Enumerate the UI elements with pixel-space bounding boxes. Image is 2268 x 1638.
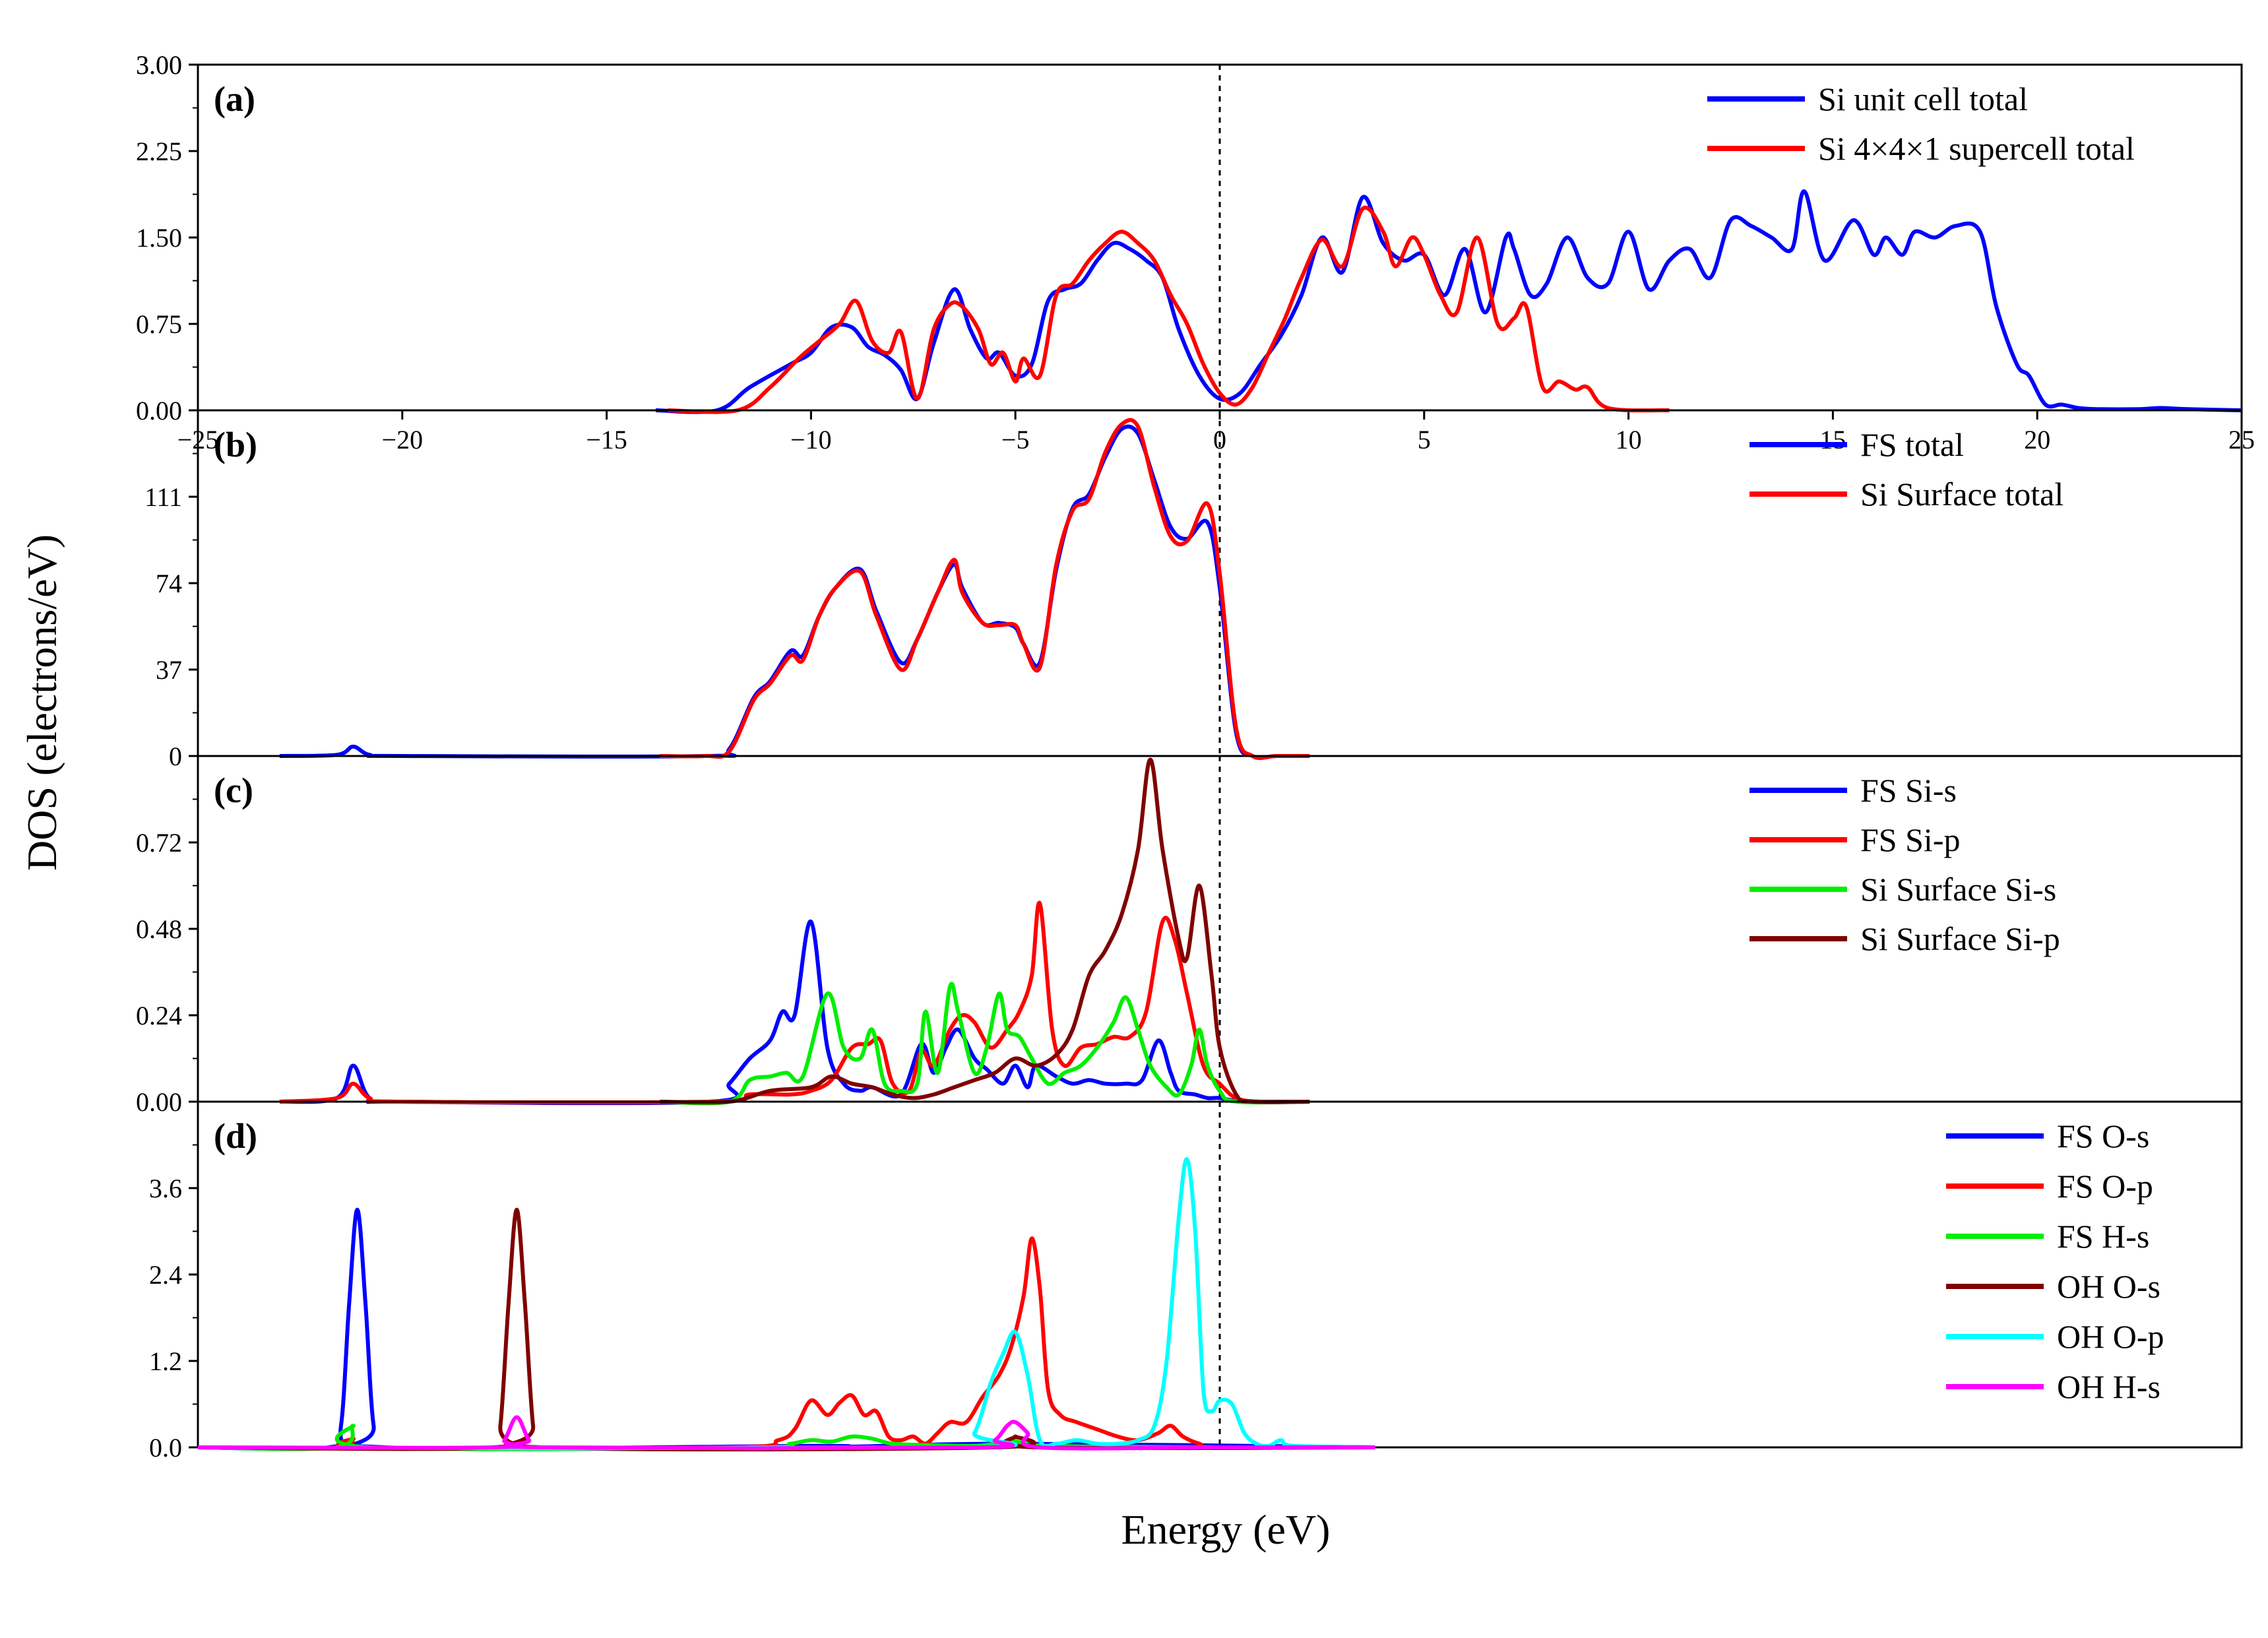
- series-line-si-surface-total: [660, 418, 1310, 761]
- panel-d: 0.0 1.2 2.4 3.6 (d) FS O-s FS O-p FS H-s OH O-s O…: [149, 1100, 2243, 1463]
- legend-label: OH H-s: [2057, 1368, 2160, 1405]
- panel-label: (d): [214, 1116, 257, 1156]
- x-tick-label: −10: [790, 425, 832, 455]
- y-tick-label: 2.4: [149, 1260, 182, 1290]
- x-tick-label: 20: [2024, 425, 2050, 455]
- x-axis-title: Energy (eV): [1121, 1506, 1331, 1553]
- legend-label: Si Surface Si-s: [1860, 871, 2056, 908]
- legend-label: Si unit cell total: [1818, 80, 2028, 117]
- series-line-si-surface-si-p: [660, 757, 1310, 1105]
- panel-b: 0 37 74 111 (b) FS total Si Surface total: [144, 409, 2243, 771]
- y-tick-label: 0.0: [149, 1433, 182, 1463]
- y-tick-label: 3.6: [149, 1174, 182, 1203]
- y-tick-label: 37: [156, 655, 182, 685]
- panel-c: 0.00 0.24 0.48 0.72 (c) FS Si-s FS Si-p Si Surf…: [136, 755, 2243, 1117]
- legend-label: Si Surface total: [1860, 476, 2063, 513]
- x-tick-label: −5: [1001, 425, 1030, 455]
- legend-label: OH O-p: [2057, 1318, 2164, 1355]
- panel-a: 0.000.751.502.253.003.00−25 −20 −15 −10 −5 0 5…: [136, 50, 2255, 455]
- y-tick-label: 0.00: [136, 1087, 182, 1117]
- legend-label: FS H-s: [2057, 1218, 2149, 1255]
- x-tick-label: 0: [1213, 425, 1226, 455]
- panel-label: (a): [214, 79, 255, 119]
- y-tick-label: 3.00: [136, 50, 182, 80]
- series-line-si-surface-si-s: [660, 982, 1310, 1106]
- series-line-fs-total: [279, 424, 1310, 760]
- series-line-oh-o-p: [197, 1157, 1375, 1451]
- series-line-si-4-4-1-supercell-total: [668, 205, 1670, 414]
- y-axis-title: DOS (electrons/eV): [18, 534, 65, 871]
- x-tick-label: 5: [1418, 425, 1431, 455]
- y-tick-label: 74: [156, 569, 182, 598]
- y-tick-label: 1.50: [136, 223, 182, 253]
- series-line-oh-o-s: [197, 1207, 1375, 1452]
- y-tick-label: 0.75: [136, 309, 182, 339]
- y-tick-label: 111: [144, 482, 182, 512]
- legend-label: FS O-p: [2057, 1168, 2153, 1205]
- legend-label: FS O-s: [2057, 1118, 2149, 1154]
- y-tick-label: 0.00: [136, 396, 182, 425]
- legend-label: Si Surface Si-p: [1860, 920, 2060, 957]
- y-tick-label: 2.25: [136, 137, 182, 166]
- legend-label: FS total: [1860, 426, 1964, 463]
- legend-label: FS Si-p: [1860, 821, 1960, 858]
- y-tick-label: 0.48: [136, 914, 182, 944]
- legend-label: Si 4×4×1 supercell total: [1818, 130, 2135, 167]
- panels: 0.000.751.502.253.003.00−25 −20 −15 −10 −5 0 5…: [136, 50, 2255, 1463]
- panel-label: (b): [214, 425, 257, 464]
- y-tick-label: 0: [169, 741, 182, 771]
- legend-label: FS Si-s: [1860, 772, 1957, 809]
- x-tick-label: −15: [586, 425, 627, 455]
- y-tick-label: 0.72: [136, 828, 182, 858]
- x-tick-label: −20: [382, 425, 424, 455]
- series-line-si-unit-cell-total: [655, 189, 2242, 414]
- y-tick-label: 1.2: [149, 1346, 182, 1376]
- y-tick-label: 3.00: [136, 50, 182, 80]
- panel-label: (c): [214, 771, 253, 810]
- series-line-oh-h-s: [197, 1415, 1375, 1451]
- x-tick-label: 15: [1819, 425, 1846, 455]
- y-tick-label: 0.24: [136, 1001, 182, 1030]
- legend-label: OH O-s: [2057, 1268, 2160, 1305]
- x-tick-label: 10: [1616, 425, 1642, 455]
